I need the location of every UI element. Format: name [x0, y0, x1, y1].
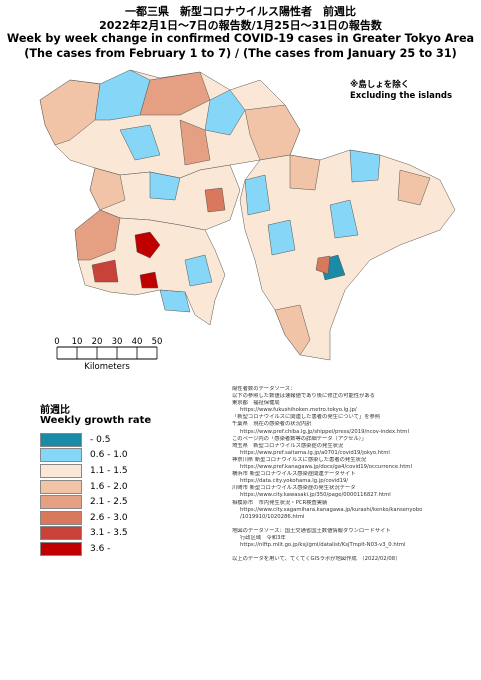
source-line: https://www.pref.saitama.lg.jp/a0701/cov…	[240, 449, 390, 456]
legend-item: 0.6 - 1.0	[40, 448, 128, 464]
region	[329, 199, 359, 239]
scale-label: 50	[152, 337, 163, 347]
legend-items: - 0.5 0.6 - 1.0 1.1 - 1.5 1.6 - 2.0 2.1 - 2.…	[40, 432, 128, 557]
map: 0 10 20 30 40 50 Kilometers	[39, 69, 456, 372]
legend-label: 0.6 - 1.0	[90, 450, 128, 461]
region	[204, 89, 246, 136]
scale-label: 40	[132, 337, 143, 347]
region	[274, 304, 311, 356]
source-line: このページ内の「感染者数等の詳細データ（アクセル）」	[232, 435, 367, 442]
legend-label: 3.1 - 3.5	[90, 528, 128, 539]
legend-label: 2.6 - 3.0	[90, 512, 128, 523]
region	[139, 271, 159, 289]
legend-swatch	[40, 432, 82, 447]
legend-item: 3.6 -	[40, 541, 128, 557]
source-line: 地図のデータソース：国土交通省国土数値情報ダウンロードサイト	[232, 527, 391, 534]
region	[134, 231, 161, 259]
source-line: 川崎市 新型コロナウイルス感染症の発生状況データ	[232, 485, 356, 492]
note-en: Excluding the islands	[350, 91, 453, 101]
legend-title-ja: 前週比	[40, 405, 70, 416]
region	[179, 119, 211, 166]
source-line: 東京都 福祉保健局	[232, 400, 280, 407]
region	[289, 154, 321, 191]
legend-swatch	[40, 526, 82, 541]
region	[149, 171, 181, 201]
source-line: https://nlftp.mlit.go.jp/ksj/gml/datalis…	[240, 541, 406, 548]
source-line: https://www.pref.kanagawa.jp/docs/ga4/co…	[240, 464, 412, 471]
source-line: 相模原市 市内発生状況・PCR検査実績	[232, 499, 328, 506]
region	[139, 71, 211, 116]
source-line: 以下の参照した数値は速報値であり後に修正の可能性がある	[232, 393, 375, 400]
title-en: Week by week change in confirmed COVID-1…	[6, 32, 475, 45]
source-line: 千葉県 現在の感染者の状況内訳	[232, 421, 312, 428]
source-line: https://www.city.sagamihara.kanagawa.jp/…	[240, 506, 423, 513]
legend-item: 1.6 - 2.0	[40, 479, 128, 495]
scale-label: 0	[54, 337, 59, 347]
scale-bar: 0 10 20 30 40 50 Kilometers	[54, 337, 162, 372]
region	[204, 187, 226, 213]
scale-unit: Kilometers	[84, 362, 130, 372]
legend-item: 1.1 - 1.5	[40, 463, 128, 479]
source-line: /1019910/1020286.html	[240, 513, 305, 520]
subtitle-ja: 2022年2月1日〜7日の報告数/1月25日〜31日の報告数	[99, 19, 382, 32]
source-line: https://www.pref.chiba.lg.jp/shippei/pre…	[240, 428, 409, 435]
region	[74, 209, 121, 261]
region	[39, 79, 101, 146]
legend-item: 2.1 - 2.5	[40, 494, 128, 510]
legend-swatch	[40, 510, 82, 525]
legend-label: 1.1 - 1.5	[90, 465, 128, 476]
source-line: 埼玉県 新型コロナウイルス感染症の発生状況	[232, 442, 344, 449]
legend-item: 3.1 - 3.5	[40, 526, 128, 542]
legend-item: - 0.5	[40, 432, 128, 448]
note-ja: ※島しょを除く	[350, 80, 410, 90]
legend-label: - 0.5	[90, 434, 111, 445]
legend-label: 1.6 - 2.0	[90, 481, 128, 492]
source-line: https://www.fukushihoken.metro.tokyo.lg.…	[240, 407, 357, 414]
title-ja: 一都三県 新型コロナウイルス陽性者 前週比	[125, 5, 356, 18]
legend-swatch	[40, 541, 82, 556]
scale-label: 30	[112, 337, 123, 347]
source-line: 「新型コロナウイルスに関連した患者の発生について」を参照	[232, 414, 381, 421]
source-line: 以上のデータを用いて、てくてくGISラボが地図作成 （2022/02/08）	[232, 556, 401, 563]
subtitle-en: (The cases from February 1 to 7) / (The …	[24, 47, 457, 60]
source-line: 陽性者数のデータソース：	[232, 386, 296, 392]
source-line: 横浜市 新型コロナウイルス感染症関連データサイト	[232, 471, 356, 478]
region	[91, 259, 119, 283]
scale-label: 20	[92, 337, 103, 347]
region	[349, 149, 381, 183]
region	[267, 219, 296, 256]
legend-title-en: Weekly growth rate	[40, 415, 152, 426]
region	[244, 174, 271, 216]
legend-label: 2.1 - 2.5	[90, 497, 128, 508]
legend-swatch	[40, 463, 82, 478]
region	[315, 255, 331, 275]
legend-swatch	[40, 495, 82, 510]
source-line: 行政区域 令和3年	[240, 534, 286, 541]
region	[397, 169, 431, 206]
region	[119, 124, 161, 161]
region	[159, 289, 191, 313]
scale-label: 10	[72, 337, 83, 347]
source-line: 神奈川県 新型コロナウイルスに感染した患者の発生状況	[232, 456, 367, 463]
legend-swatch	[40, 479, 82, 494]
source-line: https://data.city.yokohama.lg.jp/covid19…	[240, 478, 349, 485]
legend-label: 3.6 -	[90, 543, 111, 554]
legend-swatch	[40, 448, 82, 463]
region	[89, 167, 126, 211]
legend-item: 2.6 - 3.0	[40, 510, 128, 526]
source-line: https://www.city.kawasaki.jp/350/page/00…	[240, 492, 391, 499]
region	[184, 254, 213, 287]
sources: 陽性者数のデータソース： 以下の参照した数値は速報値であり後に修正の可能性がある東…	[232, 386, 477, 563]
